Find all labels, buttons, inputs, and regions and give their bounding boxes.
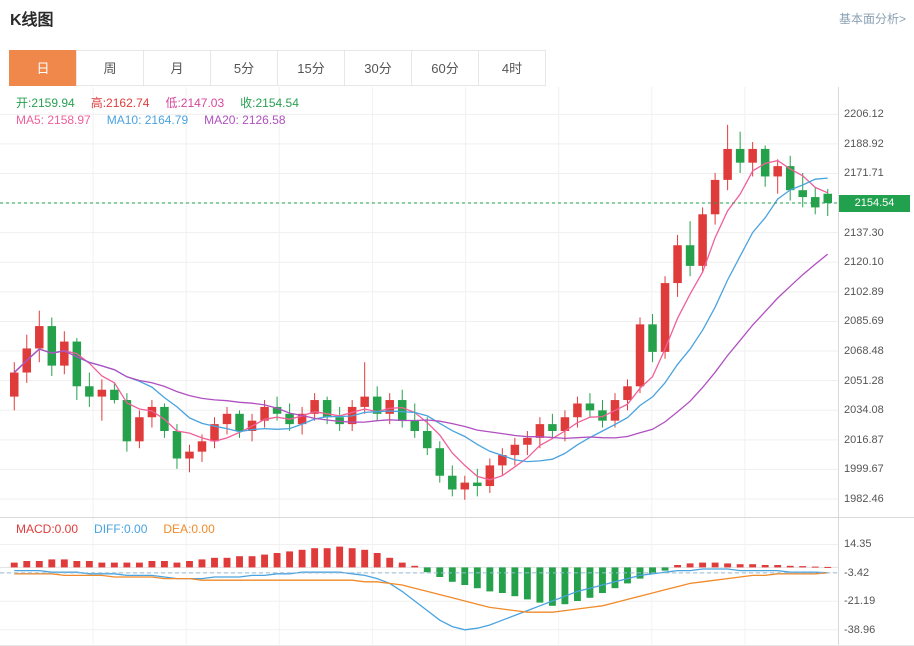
main-y-axis-label: 1982.46 <box>844 493 884 505</box>
y-axis: 2206.12 2188.92 2171.71 2137.30 2120.10 2102.… <box>838 0 914 646</box>
main-y-axis-label: 2137.30 <box>844 226 884 239</box>
ma-ma20: MA20: 2126.58 <box>204 113 286 127</box>
main-y-axis-label: 2016.87 <box>844 433 884 446</box>
tab-period-2[interactable]: 月 <box>143 50 211 86</box>
main-y-axis-label: 2034.08 <box>844 404 884 417</box>
main-y-axis-label: 2188.92 <box>844 137 884 150</box>
main-y-axis-label: 2120.10 <box>844 256 884 269</box>
page-title: K线图 <box>10 12 54 29</box>
tab-period-4[interactable]: 15分 <box>277 50 345 86</box>
macd-info-row: MACD:0.00 DIFF:0.00 DEA:0.00 <box>16 522 215 536</box>
tab-period-1[interactable]: 周 <box>76 50 144 86</box>
ma-info-row: MA5: 2158.97 MA10: 2164.79 MA20: 2126.58 <box>16 113 286 127</box>
main-y-axis-label: 2085.69 <box>844 315 884 328</box>
main-y-axis-label: 2068.48 <box>844 345 884 358</box>
macd-y-axis-label: -38.96 <box>844 623 876 636</box>
macd-y-axis-label: -21.19 <box>844 595 876 608</box>
macd-chart-canvas[interactable] <box>0 517 838 646</box>
main-y-axis-label: 2206.12 <box>844 108 884 121</box>
macd-y-axis-label: 14.35 <box>844 538 872 551</box>
tab-period-5[interactable]: 30分 <box>344 50 412 86</box>
main-y-axis-label: 2102.89 <box>844 285 884 298</box>
main-chart-canvas[interactable] <box>0 87 838 517</box>
main-y-axis-label: 1999.67 <box>844 463 884 476</box>
ma-ma5: MA5: 2158.97 <box>16 113 91 127</box>
tab-period-6[interactable]: 60分 <box>411 50 479 86</box>
ohlc-low: 低:2147.03 <box>165 96 225 110</box>
current-price-badge: 2154.54 <box>839 195 910 213</box>
macd-y-axis-label: -3.42 <box>844 566 870 579</box>
axis-separator-line <box>838 87 839 646</box>
ohlc-info-row: 开:2159.94 高:2162.74 低:2147.03 收:2154.54 <box>16 94 299 111</box>
ma-ma10: MA10: 2164.79 <box>106 113 189 127</box>
ohlc-open: 开:2159.94 <box>16 96 75 110</box>
tab-bar: 日周月 5分 15分 30分 60分 4时 <box>9 50 546 86</box>
main-y-axis-label: 2051.28 <box>844 374 884 387</box>
tab-period-3[interactable]: 5分 <box>210 50 278 86</box>
ohlc-high: 高:2162.74 <box>90 96 150 110</box>
fundamental-analysis-link[interactable]: 基本面分析> <box>838 12 906 26</box>
macd-macd: MACD:0.00 <box>16 522 79 536</box>
panel-separator-line <box>0 517 914 518</box>
macd-dea: DEA:0.00 <box>163 522 215 536</box>
macd-diff: DIFF:0.00 <box>94 522 148 536</box>
main-y-axis-label: 2171.71 <box>844 167 884 180</box>
ohlc-close: 收:2154.54 <box>240 96 299 110</box>
tab-period-7[interactable]: 4时 <box>478 50 546 86</box>
tab-period-0-active[interactable]: 日 <box>9 50 77 86</box>
